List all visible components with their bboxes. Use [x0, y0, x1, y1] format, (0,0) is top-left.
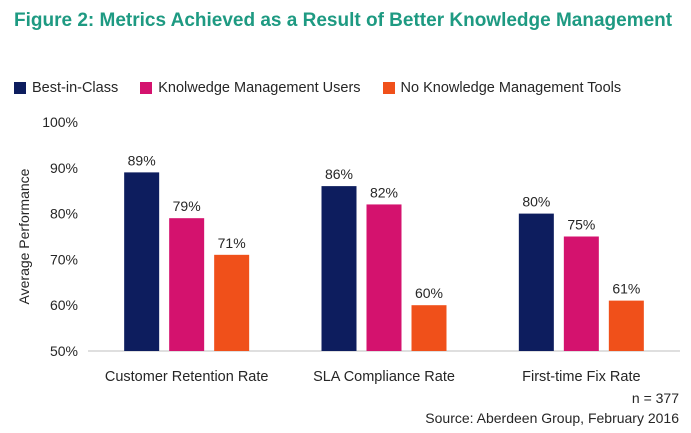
y-tick-label: 100% [42, 114, 78, 130]
bar [563, 236, 599, 351]
chart-legend: Best-in-Class Knolwedge Management Users… [14, 77, 643, 99]
data-label: 79% [173, 198, 201, 214]
legend-item-km-users: Knolwedge Management Users [140, 80, 361, 96]
sample-size-note: n = 377 [631, 390, 679, 406]
source-note: Source: Aberdeen Group, February 2016 [425, 410, 679, 426]
bar [214, 254, 250, 351]
y-tick-label: 50% [50, 343, 78, 359]
legend-label-km-users: Knolwedge Management Users [158, 80, 361, 96]
y-tick-label: 80% [50, 206, 78, 222]
y-tick-label: 90% [50, 160, 78, 176]
bar [124, 172, 160, 351]
y-axis-title: Average Performance [16, 168, 32, 304]
bar [366, 204, 402, 351]
legend-item-best-in-class: Best-in-Class [14, 80, 118, 96]
y-tick-label: 60% [50, 297, 78, 313]
data-label: 82% [370, 184, 398, 200]
chart-title: Figure 2: Metrics Achieved as a Result o… [14, 10, 673, 31]
legend-swatch-km-users [140, 82, 153, 94]
x-category-label: First-time Fix Rate [522, 369, 640, 385]
data-label: 89% [128, 152, 156, 168]
data-label: 61% [612, 281, 640, 297]
legend-label-no-km: No Knowledge Management Tools [400, 80, 622, 96]
x-category-label: Customer Retention Rate [105, 369, 269, 385]
legend-item-no-km: No Knowledge Management Tools [382, 80, 622, 96]
data-label: 71% [218, 235, 246, 251]
bar [169, 218, 205, 351]
legend-label-best-in-class: Best-in-Class [32, 80, 119, 96]
bar [411, 305, 447, 351]
data-label: 80% [522, 194, 550, 210]
data-label: 60% [415, 285, 443, 301]
bar [321, 186, 357, 351]
x-category-label: SLA Compliance Rate [313, 369, 455, 385]
y-tick-label: 70% [50, 251, 78, 267]
bar [518, 213, 554, 351]
legend-swatch-no-km [382, 82, 395, 94]
data-label: 75% [567, 217, 595, 233]
bar [608, 300, 644, 351]
data-label: 86% [325, 166, 353, 182]
legend-swatch-best-in-class [14, 82, 26, 94]
